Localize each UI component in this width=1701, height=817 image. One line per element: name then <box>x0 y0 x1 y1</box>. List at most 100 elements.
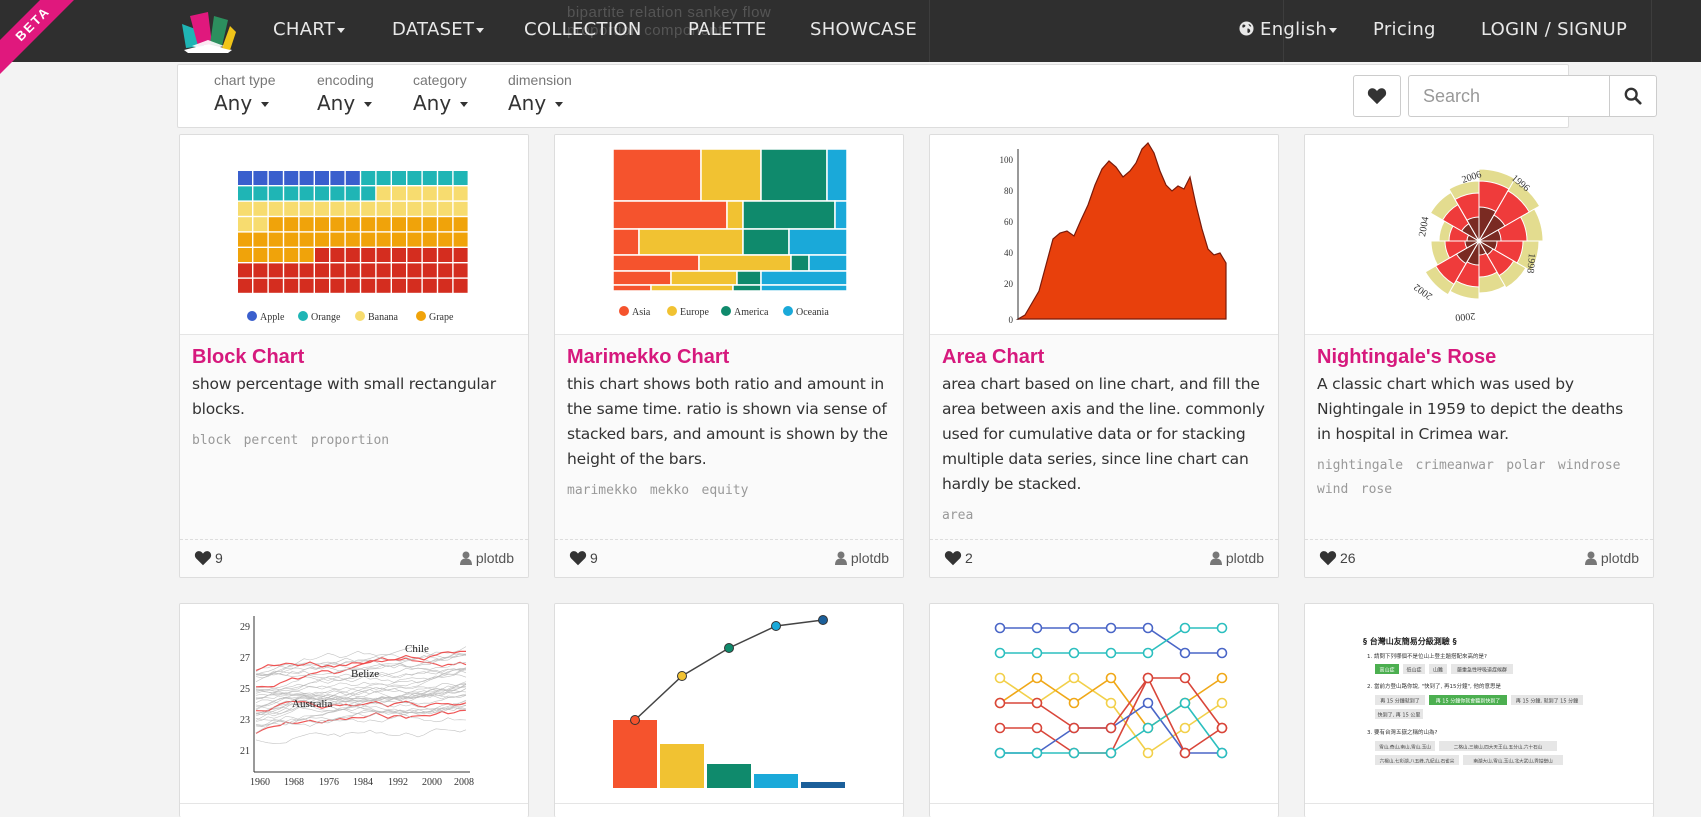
block-cell <box>315 201 329 216</box>
quiz-option <box>1375 741 1435 751</box>
tag[interactable]: rose <box>1360 482 1393 497</box>
block-cell <box>268 171 283 185</box>
chart-card-marimekko[interactable]: Asia Europe America Oceania Marimekko Ch… <box>554 134 904 578</box>
chart-card-nightingale-rose[interactable]: 2006 1996 2004 1998 2002 2000 Nightingal… <box>1304 134 1654 578</box>
block-cell <box>453 248 468 262</box>
x-tick-label: 1968 <box>284 777 304 788</box>
card-thumbnail[interactable]: § 台灣山友簡易分級測驗 § 1. 請問下列哪個不是位山上登主題搭配來高的是? … <box>1305 604 1653 804</box>
nav-chart-label: CHART <box>273 19 336 40</box>
like-button[interactable]: 9 <box>569 550 598 566</box>
card-thumbnail[interactable]: Asia Europe America Oceania <box>555 135 903 335</box>
filter-label: encoding <box>317 72 374 88</box>
block-cell <box>299 232 314 247</box>
quiz-question: 2. 當前方登山路你說, "快到了, 再15分鐘", 他的意思是 <box>1367 682 1502 690</box>
x-tick-label: 1984 <box>353 777 373 788</box>
chart-card-line-bands[interactable]: 29 27 25 23 21 1960 1968 1976 1984 1992 … <box>179 603 529 817</box>
card-title[interactable]: Area Chart <box>942 346 1045 368</box>
tag[interactable]: crimeanwar <box>1415 458 1494 473</box>
mekko-block <box>790 254 810 272</box>
nav-divider <box>929 0 930 62</box>
legend-swatch <box>667 306 677 316</box>
nav-dataset-menu[interactable]: DATASET <box>392 19 485 40</box>
author-link[interactable]: plotdb <box>1584 550 1639 566</box>
search-button[interactable] <box>1609 75 1657 117</box>
filter-encoding-select[interactable]: Any <box>317 91 374 115</box>
chart-card-area[interactable]: 100 80 60 40 20 0 Area Chart area chart … <box>929 134 1279 578</box>
nav-chart-menu[interactable]: CHART <box>273 19 346 40</box>
nav-collection-link[interactable]: COLLECTION <box>524 19 642 40</box>
card-thumbnail[interactable]: 29 27 25 23 21 1960 1968 1976 1984 1992 … <box>180 604 528 804</box>
card-thumbnail[interactable]: 2006 1996 2004 1998 2002 2000 <box>1305 135 1653 335</box>
block-cell <box>299 186 314 201</box>
tag[interactable]: equity <box>701 483 749 498</box>
search-input[interactable] <box>1408 75 1610 117</box>
chart-card-bar-line[interactable] <box>554 603 904 817</box>
nav-palette-link[interactable]: PALETTE <box>688 19 767 40</box>
card-title[interactable]: Block Chart <box>192 346 305 368</box>
tag[interactable]: nightingale <box>1317 458 1404 473</box>
card-title[interactable]: Nightingale's Rose <box>1317 346 1497 368</box>
band-line <box>255 650 467 672</box>
block-cell <box>238 278 252 293</box>
band-line <box>255 683 467 721</box>
filter-chart-type-select[interactable]: Any <box>214 91 275 115</box>
bump-point <box>994 722 1006 734</box>
language-menu[interactable]: English <box>1239 19 1338 40</box>
nav-showcase-link[interactable]: SHOWCASE <box>810 19 918 40</box>
block-cell <box>422 232 437 247</box>
mekko-block <box>732 284 762 292</box>
quiz-option-label: 山難 <box>1433 667 1443 674</box>
filter-dimension-select[interactable]: Any <box>508 91 572 115</box>
block-cell <box>315 278 329 293</box>
chart-card-bump[interactable] <box>929 603 1279 817</box>
filter-value: Any <box>214 91 253 115</box>
author-link[interactable]: plotdb <box>459 550 514 566</box>
tag[interactable]: marimekko <box>567 483 638 498</box>
nav-login-link[interactable]: LOGIN / SIGNUP <box>1481 19 1628 40</box>
block-cell <box>376 248 391 262</box>
bump-point <box>994 697 1006 709</box>
user-icon <box>459 551 472 565</box>
tag[interactable]: block <box>192 433 232 448</box>
favorites-button[interactable] <box>1353 75 1401 117</box>
tag[interactable]: wind <box>1317 482 1349 497</box>
bump-point <box>1216 697 1228 709</box>
block-cell <box>268 201 283 216</box>
card-thumbnail[interactable] <box>930 604 1278 804</box>
rose-wedges <box>1424 168 1544 300</box>
card-title[interactable]: Marimekko Chart <box>567 346 730 368</box>
block-cell <box>284 248 299 262</box>
chart-card-quiz[interactable]: § 台灣山友簡易分級測驗 § 1. 請問下列哪個不是位山上登主題搭配來高的是? … <box>1304 603 1654 817</box>
nav-pricing-link[interactable]: Pricing <box>1373 19 1436 40</box>
tag[interactable]: mekko <box>649 483 690 498</box>
card-thumbnail[interactable]: 100 80 60 40 20 0 <box>930 135 1278 335</box>
area-chart-preview: 100 80 60 40 20 0 <box>1000 142 1227 325</box>
card-body: Block Chart show percentage with small r… <box>180 335 528 539</box>
tag[interactable]: percent <box>243 433 299 448</box>
card-thumbnail[interactable] <box>555 604 903 804</box>
y-tick-label: 80 <box>1004 186 1014 196</box>
author-link[interactable]: plotdb <box>1209 550 1264 566</box>
block-cell <box>438 278 453 293</box>
tag[interactable]: proportion <box>310 433 390 448</box>
band-line <box>255 655 467 677</box>
filter-category-select[interactable]: Any <box>413 91 468 115</box>
tag[interactable]: windrose <box>1557 458 1621 473</box>
card-footer: 2 plotdb <box>930 539 1278 577</box>
like-button[interactable]: 9 <box>194 550 223 566</box>
author-link[interactable]: plotdb <box>834 550 889 566</box>
card-thumbnail[interactable]: Apple Orange Banana Grape <box>180 135 528 335</box>
quiz-option-label: 嚴重急性呼吸道症候群 <box>1457 667 1507 674</box>
block-cell <box>392 263 406 278</box>
block-cell <box>315 248 329 262</box>
heart-icon <box>1367 88 1387 105</box>
bump-point <box>1105 647 1117 659</box>
block-cell <box>376 217 391 232</box>
like-button[interactable]: 2 <box>944 550 973 566</box>
tag[interactable]: area <box>942 508 974 523</box>
chart-card-block[interactable]: Apple Orange Banana Grape Block Chart sh… <box>179 134 529 578</box>
like-button[interactable]: 26 <box>1319 550 1356 566</box>
block-cell <box>238 263 252 278</box>
tag[interactable]: polar <box>1506 458 1546 473</box>
plotdb-logo-icon[interactable] <box>178 10 238 54</box>
